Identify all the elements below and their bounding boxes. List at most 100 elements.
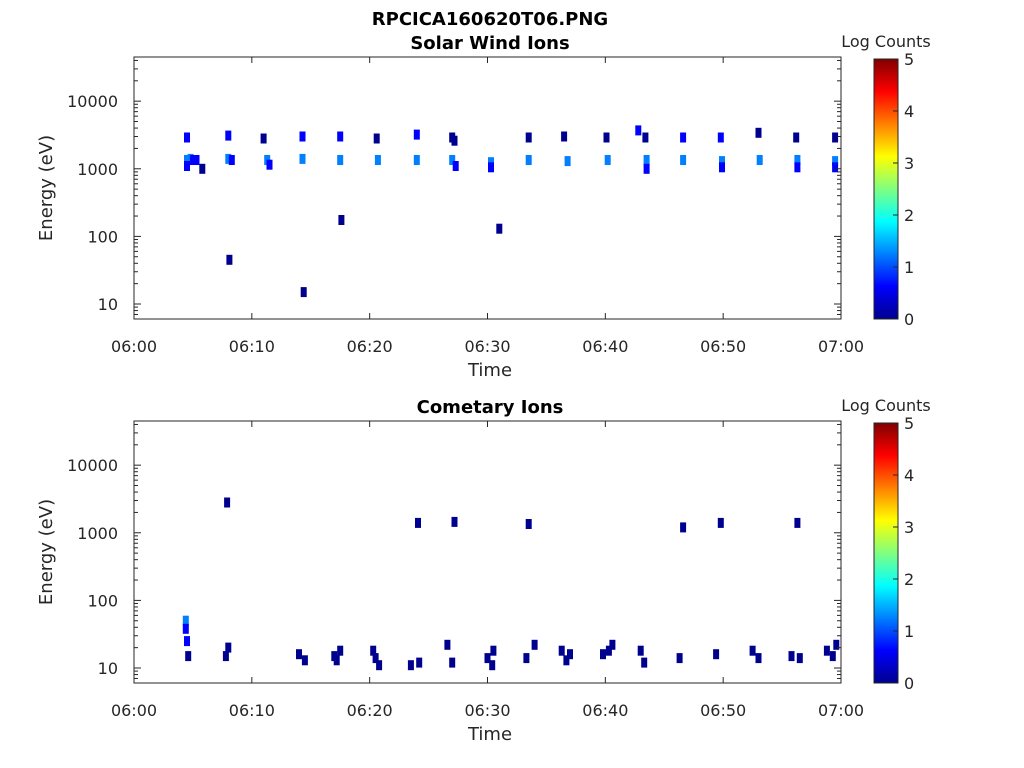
heatmap-cell [609,639,616,650]
x-tick-label: 06:40 [582,701,628,720]
heatmap-cell [749,645,756,656]
x-tick-label: 07:00 [818,701,864,720]
heatmap-cell [567,649,573,660]
colorbar-tick-label: 5 [904,414,914,433]
x-tick-label: 06:30 [464,337,510,356]
heatmap-cell [451,135,458,146]
solar-wind-title: Solar Wind Ions [410,33,569,54]
x-tick-label: 06:00 [111,337,157,356]
y-tick-label: 10000 [67,456,118,475]
heatmap-cell [713,649,720,660]
heatmap-cell [193,155,200,165]
heatmap-cell [525,519,532,529]
solar-wind-y-ticks: 10 100 1000 10000 [67,59,841,320]
heatmap-cell [832,156,839,167]
heatmap-cell [184,132,190,143]
heatmap-cell [523,653,530,664]
heatmap-cell [413,155,420,165]
cometary-y-label: Energy (eV) [36,499,57,605]
solar-wind-colorbar-label: Log Counts [841,32,931,51]
heatmap-cell [182,623,189,634]
heatmap-cell [184,161,190,171]
heatmap-cell [832,162,839,173]
cometary-colorbar-label: Log Counts [841,396,931,415]
heatmap-cell [370,645,377,656]
heatmap-cell [337,645,344,656]
heatmap-cell [793,132,800,143]
heatmap-cell [337,131,344,142]
heatmap-cell [531,639,538,650]
heatmap-cell [604,155,611,165]
heatmap-cell [449,155,456,165]
heatmap-cell [794,162,801,173]
solar-wind-cells [184,125,839,298]
heatmap-cell [228,155,235,165]
heatmap-cell [199,163,206,174]
colorbar-tick-label: 3 [904,518,914,537]
cometary-y-ticks: 10 100 1000 10000 [67,423,841,684]
solar-wind-colorbar [873,58,899,320]
y-tick-label: 1000 [77,524,118,543]
heatmap-cell [676,653,683,664]
x-tick-label: 06:10 [229,701,275,720]
heatmap-cell [452,161,459,171]
heatmap-cell [833,639,840,650]
heatmap-cell [635,125,642,136]
heatmap-cell [525,132,532,143]
colorbar-tick-label: 0 [904,310,914,329]
heatmap-cell [563,655,570,666]
heatmap-cell [564,156,571,167]
y-tick-label: 1000 [77,160,118,179]
heatmap-cell [225,642,232,653]
colorbar-tick-label: 1 [904,622,914,641]
heatmap-cell [717,517,724,528]
heatmap-cell [643,163,650,174]
heatmap-cell [643,155,650,165]
cometary-cells [182,497,840,671]
y-tick-label: 10 [98,659,118,678]
heatmap-cell [299,153,306,164]
heatmap-cell [415,517,421,528]
heatmap-cell [525,155,532,165]
heatmap-cell [225,153,232,164]
cometary-panel: Cometary Ions 06:00 06:10 06:20 06:30 06:40 0… [36,396,931,745]
solar-wind-x-label: Time [467,360,512,381]
heatmap-cell [719,162,725,173]
heatmap-cell [299,131,306,142]
heatmap-cell [490,645,497,656]
y-tick-label: 100 [87,591,118,610]
heatmap-cell [451,516,458,527]
heatmap-cell [184,636,190,647]
heatmap-cell [260,133,267,144]
solar-wind-y-label: Energy (eV) [36,135,57,241]
heatmap-cell [225,130,232,141]
heatmap-cell [603,132,610,143]
heatmap-cell [823,645,830,656]
heatmap-cell [756,155,763,165]
colorbar-tick-label: 2 [904,206,914,225]
x-tick-label: 07:00 [818,337,864,356]
heatmap-cell [605,645,612,656]
heatmap-cell [719,156,725,167]
x-tick-label: 06:40 [582,337,628,356]
heatmap-cell [641,657,648,668]
heatmap-cell [226,254,233,265]
cometary-x-label: Time [467,724,512,745]
x-tick-label: 06:20 [347,337,393,356]
x-tick-label: 06:50 [700,701,746,720]
heatmap-cell [558,645,565,656]
heatmap-cell [788,651,795,662]
colorbar-tick-label: 2 [904,570,914,589]
heatmap-cell [224,497,231,508]
heatmap-cell [300,287,307,298]
heatmap-cell [794,155,801,165]
colorbar-tick-label: 0 [904,674,914,693]
heatmap-cell [222,651,229,662]
heatmap-cell [484,653,491,664]
heatmap-cell [755,127,762,138]
colorbar-tick-label: 5 [904,50,914,69]
heatmap-cell [301,655,308,666]
heatmap-cell [680,155,687,165]
heatmap-cell [266,159,273,170]
colorbar-tick-label: 1 [904,258,914,277]
